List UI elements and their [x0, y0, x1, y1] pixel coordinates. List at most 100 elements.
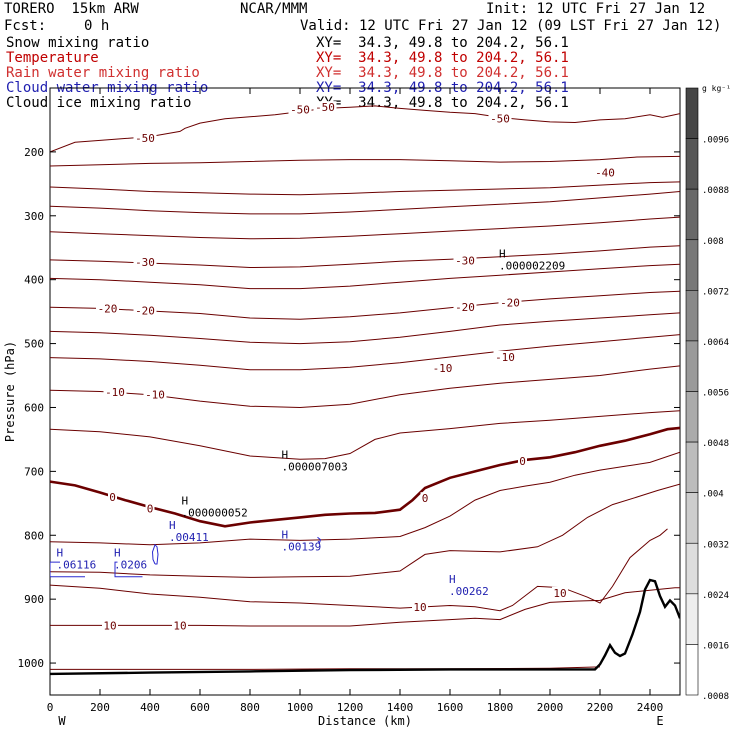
endpoint-east: E — [656, 714, 663, 728]
contour-label-bg — [518, 455, 527, 467]
contour-label-bg — [412, 600, 428, 612]
temperature-contour — [50, 216, 680, 240]
contour-label-bg — [133, 304, 157, 316]
colorbar-segment — [685, 239, 699, 291]
fcst-label: Fcst: — [4, 18, 47, 34]
contour-label-bg — [498, 296, 522, 308]
x-tick-label: 400 — [140, 701, 160, 714]
field-name: Snow mixing ratio — [6, 35, 150, 51]
colorbar-segment — [685, 290, 699, 342]
colorbar-label: .0016 — [702, 641, 729, 651]
x-tick-label: 1000 — [287, 701, 314, 714]
field-name: Temperature — [6, 50, 99, 66]
contour-label: -50 — [315, 101, 335, 114]
colorbar-segment — [685, 188, 699, 241]
contour-label: -30 — [135, 256, 155, 269]
colorbar-label: .0032 — [702, 540, 729, 550]
contour-label-bg — [172, 619, 188, 631]
max-marker: H — [169, 519, 176, 532]
colorbar-label: .0048 — [702, 439, 729, 449]
contour-label-bg — [133, 255, 157, 267]
contour-label: -50 — [490, 113, 510, 126]
temperature-contour — [50, 528, 668, 612]
temperature-contour — [50, 155, 680, 167]
contour-label-bg — [453, 301, 477, 313]
max-value: .00411 — [169, 531, 209, 544]
contour-label: 10 — [103, 619, 116, 632]
field-xy: XY= 34.3, 49.8 to 204.2, 56.1 — [316, 35, 569, 51]
colorbar-label: .0024 — [702, 591, 729, 601]
contour-label-bg — [313, 101, 337, 113]
contour-label: -20 — [135, 304, 155, 317]
contour-label-bg — [593, 166, 617, 178]
contour-label: 10 — [413, 601, 426, 614]
y-tick-label: 1000 — [18, 657, 45, 670]
contour-label-bg — [133, 131, 157, 143]
colorbar-segment — [685, 138, 699, 190]
max-marker: H — [282, 449, 289, 462]
max-value: .0206 — [114, 558, 147, 571]
contour-label: 0 — [422, 492, 429, 505]
colorbar-label: .0072 — [702, 287, 729, 297]
contour-label: -40 — [595, 166, 615, 179]
x-tick-label: 2200 — [587, 701, 614, 714]
y-tick-label: 700 — [24, 465, 44, 478]
max-value: .06116 — [57, 558, 97, 571]
max-value: .00262 — [449, 585, 489, 598]
fcst-value: 0 h — [84, 18, 110, 34]
temperature-contour — [50, 191, 680, 215]
colorbar-label: .0064 — [702, 338, 729, 348]
contour-label: -50 — [290, 104, 310, 117]
x-tick-label: 1800 — [487, 701, 514, 714]
x-tick-label: 800 — [240, 701, 260, 714]
contour-label-bg — [488, 112, 512, 124]
max-marker: H — [182, 495, 189, 508]
temperature-contour — [50, 451, 680, 546]
colorbar-segment — [685, 593, 699, 645]
y-axis-title: Pressure (hPa) — [3, 341, 17, 442]
max-marker: H — [57, 546, 64, 559]
contour-label: -20 — [500, 297, 520, 310]
y-tick-label: 500 — [24, 338, 44, 351]
y-tick-label: 400 — [24, 274, 44, 287]
cloud-water-contour — [114, 561, 143, 578]
temperature-contour — [50, 290, 680, 320]
endpoint-west: W — [58, 714, 66, 728]
x-tick-label: 200 — [90, 701, 110, 714]
max-marker: H — [282, 528, 289, 541]
max-marker: H — [114, 546, 121, 559]
colorbar-segment — [685, 340, 699, 392]
contour-label: -10 — [495, 351, 515, 364]
contour-label-bg — [493, 350, 517, 362]
x-axis-title: Distance (km) — [318, 714, 412, 728]
contour-label: 0 — [147, 502, 154, 515]
colorbar-label: .0088 — [702, 186, 729, 196]
contour-label-bg — [143, 388, 167, 400]
y-tick-label: 800 — [24, 529, 44, 542]
field-xy: XY= 34.3, 49.8 to 204.2, 56.1 — [316, 65, 569, 81]
contour-label: -10 — [105, 386, 125, 399]
contour-label-bg — [420, 492, 430, 504]
contour-label-bg — [108, 490, 117, 502]
contour-label: -10 — [433, 362, 453, 375]
contour-label-bg — [288, 103, 312, 115]
valid-time: Valid: 12 UTC Fri 27 Jan 12 (09 LST Fri … — [300, 18, 722, 34]
center-name: NCAR/MMM — [240, 1, 308, 17]
cloud-water-contour — [317, 536, 322, 544]
temperature-contour — [50, 410, 680, 460]
colorbar-label: .0008 — [702, 692, 729, 702]
max-value: .00139 — [282, 540, 322, 553]
x-tick-label: 2000 — [537, 701, 564, 714]
contour-label-bg — [103, 386, 127, 398]
model-title: TORERO 15km ARW — [4, 1, 139, 17]
temperature-contour — [50, 181, 680, 196]
colorbar-segment — [685, 644, 699, 696]
colorbar-segment — [685, 542, 699, 595]
max-marker: H — [499, 247, 506, 260]
colorbar-segment — [685, 441, 699, 493]
contour-label: -20 — [455, 301, 475, 314]
x-tick-label: 0 — [47, 701, 54, 714]
colorbar-segment — [685, 492, 699, 544]
contour-label-bg — [552, 586, 568, 598]
